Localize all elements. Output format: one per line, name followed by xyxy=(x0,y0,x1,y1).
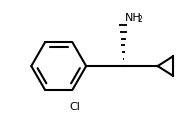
Text: NH: NH xyxy=(125,13,142,23)
Text: Cl: Cl xyxy=(70,102,80,112)
Text: 2: 2 xyxy=(137,15,142,24)
